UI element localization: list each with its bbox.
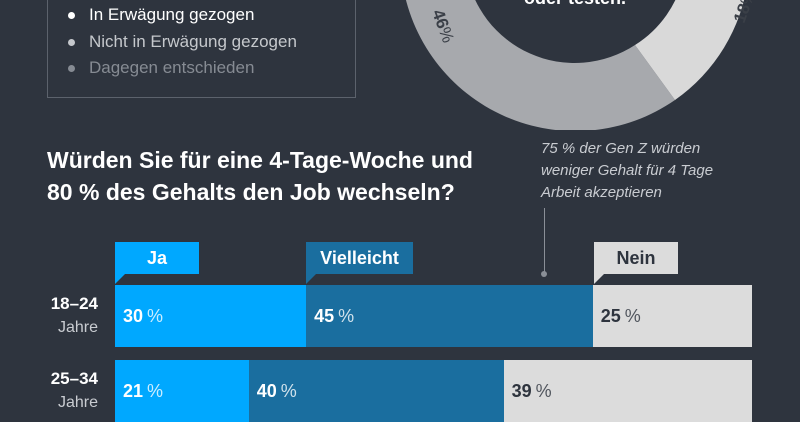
donut-center-text: oder testen.	[524, 0, 626, 8]
percent-sign: %	[535, 380, 552, 401]
row-age: 18–24	[50, 294, 98, 313]
question-line: 80 % des Gehalts den Job wechseln?	[47, 179, 455, 205]
annotation-line: 75 % der Gen Z würden	[541, 140, 701, 157]
row-unit: Jahre	[57, 394, 98, 411]
bar-value: 21	[123, 380, 144, 401]
tag-label: Vielleicht	[320, 247, 399, 268]
bullet-icon	[68, 11, 75, 19]
legend-label: Nicht in Erwägung gezogen	[89, 32, 297, 51]
tag-tail	[594, 274, 604, 284]
annotation: 75 % der Gen Z würden weniger Gehalt für…	[541, 138, 791, 204]
tag-ja: Ja	[115, 242, 199, 284]
legend-label: In Erwägung gezogen	[89, 5, 255, 24]
percent-sign: %	[280, 380, 297, 401]
bar-segment-ja: 21%	[115, 360, 249, 422]
bar-value: 45	[314, 305, 335, 326]
percent-sign: %	[147, 380, 164, 401]
bar-segment-vielleicht: 40%	[248, 360, 504, 422]
legend-item-considered: In Erwägung gezogen	[68, 5, 254, 25]
donut-slice-46	[405, 0, 675, 130]
bar-segment-nein: 39%	[503, 360, 752, 422]
row-age: 25–34	[50, 369, 98, 388]
donut-label-18: 18%	[730, 0, 759, 25]
donut-slice-18	[635, 0, 745, 100]
percent-sign: %	[624, 305, 641, 326]
percent-sign: %	[147, 305, 164, 326]
question-title: Würden Sie für eine 4-Tage-Woche und 80 …	[47, 144, 527, 208]
tag-tail	[115, 274, 125, 284]
percent-sign: %	[338, 305, 355, 326]
legend-item-not-considered: Nicht in Erwägung gezogen	[68, 32, 297, 52]
donut-label-46: 46%	[428, 7, 457, 45]
bar-value: 39	[511, 380, 532, 401]
bar-value: 30	[123, 305, 144, 326]
annotation-connector	[544, 208, 545, 272]
donut-chart: oder testen. 46% 18%	[405, 0, 759, 130]
tag-nein: Nein	[594, 242, 678, 284]
row-label: 25–34 Jahre	[20, 367, 98, 415]
tag-label: Nein	[616, 247, 656, 268]
row-unit: Jahre	[57, 319, 98, 336]
annotation-dot	[541, 271, 547, 277]
tag-tail	[306, 274, 316, 284]
legend-box: In Erwägung gezogen Nicht in Erwägung ge…	[47, 0, 356, 98]
bar-value: 25	[600, 305, 621, 326]
legend-label: Dagegen entschieden	[89, 58, 255, 77]
bullet-icon	[68, 64, 75, 72]
question-line: Würden Sie für eine 4-Tage-Woche und	[47, 147, 473, 173]
bar-segment-ja: 30%	[115, 285, 307, 347]
bullet-icon	[68, 38, 75, 46]
row-label: 18–24 Jahre	[20, 292, 98, 340]
bar-value: 40	[256, 380, 277, 401]
tag-label: Ja	[146, 247, 168, 268]
annotation-line: Arbeit akzeptieren	[541, 184, 662, 201]
bar-segment-nein: 25%	[592, 285, 752, 347]
annotation-line: weniger Gehalt für 4 Tage	[541, 162, 714, 179]
bar-segment-vielleicht: 45%	[306, 285, 593, 347]
legend-item-decided-against: Dagegen entschieden	[68, 58, 254, 78]
tag-vielleicht: Vielleicht	[306, 242, 413, 284]
